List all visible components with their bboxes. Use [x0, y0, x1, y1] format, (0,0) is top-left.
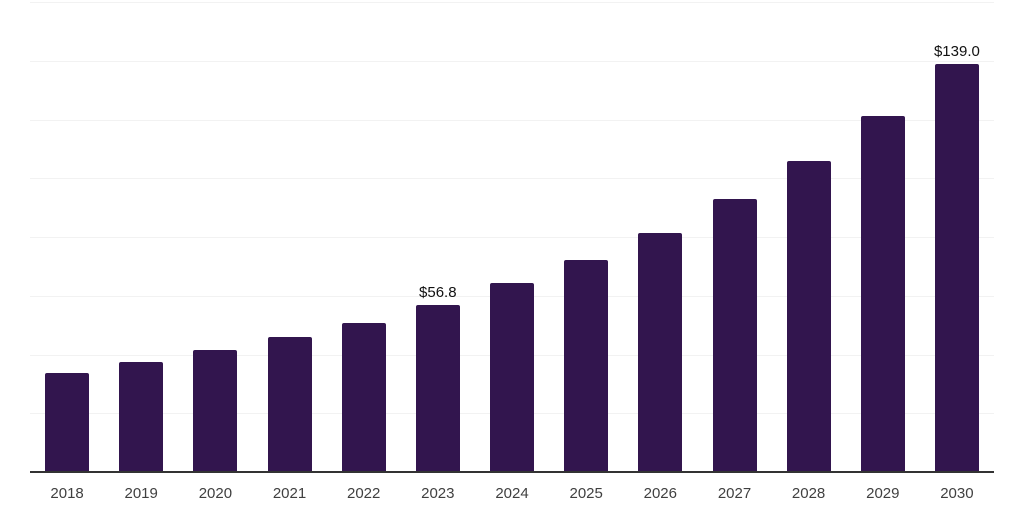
gridline: [30, 119, 994, 121]
x-axis-line: [30, 471, 994, 473]
x-tick-label-2019: 2019: [124, 485, 158, 502]
x-tick-label-2026: 2026: [643, 485, 677, 502]
bar-2030[interactable]: [934, 63, 979, 471]
x-tick-label-2022: 2022: [347, 485, 381, 502]
x-tick-label-2028: 2028: [791, 485, 826, 502]
x-tick-label-2027: 2027: [717, 485, 752, 502]
x-tick-label-2021: 2021: [272, 485, 307, 502]
bar-2018[interactable]: [45, 372, 90, 471]
bar-2021[interactable]: [267, 336, 312, 471]
x-tick-label-2024: 2024: [495, 485, 529, 502]
bar-2028[interactable]: [786, 160, 831, 471]
x-tick-label-2025: 2025: [569, 485, 603, 502]
x-tick-label-2018: 2018: [50, 485, 84, 502]
bar-2020[interactable]: [193, 349, 238, 471]
bar-2027[interactable]: [712, 198, 757, 471]
data-label-2030: $139.0: [933, 42, 980, 60]
data-label-2023: $56.8: [419, 284, 457, 302]
x-tick-label-2029: 2029: [866, 485, 900, 502]
bar-2022[interactable]: [341, 323, 386, 471]
gridline: [30, 2, 994, 3]
bar-2019[interactable]: [119, 361, 164, 471]
gridline: [30, 60, 994, 62]
bar-2023[interactable]: [415, 305, 460, 471]
x-tick-label-2023: 2023: [421, 485, 455, 502]
bar-2026[interactable]: [638, 232, 683, 471]
bar-2025[interactable]: [564, 260, 609, 471]
x-tick-label-2030: 2030: [940, 485, 974, 502]
x-tick-label-2020: 2020: [198, 485, 233, 502]
gridline: [30, 237, 994, 238]
bar-2024[interactable]: [490, 283, 534, 471]
bar-2029[interactable]: [860, 116, 905, 471]
gridline: [30, 178, 994, 180]
